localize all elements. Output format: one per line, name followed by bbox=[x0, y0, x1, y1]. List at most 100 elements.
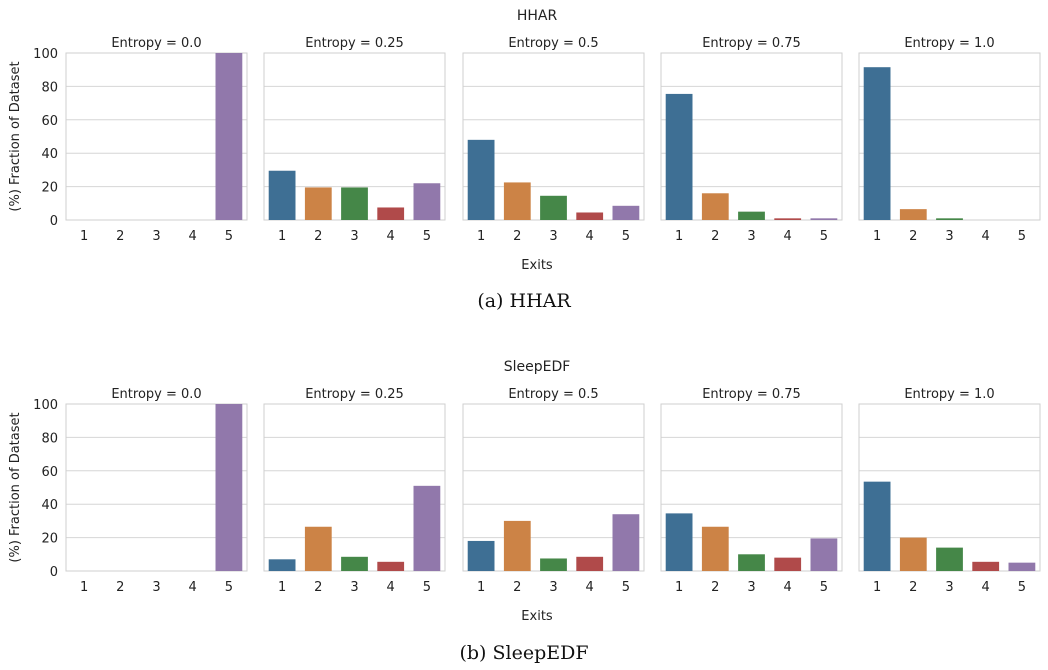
x-axis-label: Exits bbox=[521, 258, 553, 273]
x-tick-label: 1 bbox=[477, 580, 485, 595]
x-tick-label: 2 bbox=[513, 229, 521, 244]
x-tick-label: 2 bbox=[909, 580, 917, 595]
chart-suptitle: SleepEDF bbox=[504, 359, 571, 375]
y-tick-label: 0 bbox=[50, 214, 58, 229]
x-tick-label: 4 bbox=[784, 229, 792, 244]
x-tick-label: 3 bbox=[350, 580, 358, 595]
x-axis-label: Exits bbox=[521, 609, 553, 624]
x-tick-label: 4 bbox=[387, 229, 395, 244]
x-tick-label: 4 bbox=[189, 580, 197, 595]
x-tick-label: 2 bbox=[513, 580, 521, 595]
x-tick-label: 5 bbox=[225, 229, 233, 244]
x-tick-label: 5 bbox=[820, 580, 828, 595]
chart-sleepedf: SleepEDF (%) Fraction of Dataset Exits Entr… bbox=[8, 359, 1041, 624]
x-tick-label: 2 bbox=[314, 580, 322, 595]
bar-exit-2 bbox=[899, 209, 927, 220]
panel-4: Entropy = 0.75 1 2 3 4 5 bbox=[660, 36, 843, 244]
bar-exit-1 bbox=[268, 170, 296, 220]
panel-title: Entropy = 0.0 bbox=[111, 387, 201, 402]
bar-exit-2 bbox=[701, 193, 729, 220]
x-tick-label: 3 bbox=[945, 580, 953, 595]
x-tick-label: 1 bbox=[873, 229, 881, 244]
panel-2: Entropy = 0.25 1 2 3 4 5 bbox=[263, 387, 446, 595]
bar-exit-1 bbox=[665, 93, 693, 220]
panel-5: Entropy = 1.0 1 2 3 4 5 bbox=[858, 36, 1041, 244]
x-tick-label: 1 bbox=[278, 229, 286, 244]
bar-exit-1 bbox=[467, 139, 495, 220]
x-tick-label: 2 bbox=[116, 229, 124, 244]
panel-3: Entropy = 0.5 1 2 3 4 5 bbox=[462, 387, 645, 595]
bar-exit-3 bbox=[738, 554, 765, 571]
bar-exit-2 bbox=[304, 187, 332, 220]
x-tick-label: 3 bbox=[747, 580, 755, 595]
bar-exit-5 bbox=[215, 404, 243, 571]
y-tick-label: 20 bbox=[41, 532, 58, 547]
bar-exit-1 bbox=[665, 513, 693, 571]
x-tick-label: 3 bbox=[152, 580, 160, 595]
x-tick-label: 3 bbox=[350, 229, 358, 244]
panel-frame bbox=[65, 52, 248, 221]
bar-exit-3 bbox=[936, 547, 963, 571]
x-tick-label: 2 bbox=[711, 229, 719, 244]
x-tick-label: 1 bbox=[477, 229, 485, 244]
x-tick-label: 5 bbox=[423, 580, 431, 595]
x-tick-label: 4 bbox=[586, 580, 594, 595]
panel-title: Entropy = 1.0 bbox=[904, 387, 994, 402]
bar-exit-2 bbox=[503, 182, 531, 220]
panel-title: Entropy = 0.0 bbox=[111, 36, 201, 51]
panel-1: Entropy = 0.0 0 20 40 60 80 100 1 2 3 4 5 bbox=[33, 387, 248, 595]
bar-exit-4 bbox=[972, 561, 1000, 571]
panel-1: Entropy = 0.0 0 20 40 60 80 100 1 2 3 4 5 bbox=[33, 36, 248, 244]
panel-2: Entropy = 0.25 1 2 3 4 5 bbox=[263, 36, 446, 244]
x-tick-label: 1 bbox=[278, 580, 286, 595]
bar-exit-4 bbox=[377, 207, 405, 220]
x-tick-label: 1 bbox=[873, 580, 881, 595]
bar-exit-5 bbox=[1008, 562, 1036, 571]
x-tick-label: 3 bbox=[549, 580, 557, 595]
x-tick-label: 5 bbox=[820, 229, 828, 244]
bar-exit-3 bbox=[936, 218, 963, 220]
bar-exit-2 bbox=[503, 520, 531, 571]
y-tick-label: 100 bbox=[33, 47, 58, 62]
bar-exit-4 bbox=[774, 557, 802, 571]
y-tick-label: 80 bbox=[41, 431, 58, 446]
x-tick-label: 1 bbox=[80, 229, 88, 244]
x-tick-label: 2 bbox=[909, 229, 917, 244]
y-tick-label: 40 bbox=[41, 147, 58, 162]
x-tick-label: 4 bbox=[189, 229, 197, 244]
x-tick-label: 4 bbox=[784, 580, 792, 595]
bar-exit-1 bbox=[467, 540, 495, 571]
bar-exit-3 bbox=[341, 187, 368, 220]
y-tick-label: 80 bbox=[41, 80, 58, 95]
panel-title: Entropy = 0.75 bbox=[702, 36, 801, 51]
y-tick-label: 40 bbox=[41, 498, 58, 513]
x-tick-label: 3 bbox=[152, 229, 160, 244]
bar-exit-4 bbox=[774, 218, 802, 220]
bar-exit-4 bbox=[576, 556, 604, 571]
bar-exit-5 bbox=[612, 514, 640, 571]
x-tick-label: 5 bbox=[1018, 229, 1026, 244]
figure-caption-sleepedf: (b) SleepEDF bbox=[459, 642, 589, 664]
bar-exit-1 bbox=[863, 481, 891, 571]
y-axis-label: (%) Fraction of Dataset bbox=[8, 412, 23, 562]
y-tick-label: 20 bbox=[41, 181, 58, 196]
bar-exit-5 bbox=[612, 205, 640, 220]
x-tick-label: 1 bbox=[675, 229, 683, 244]
bar-exit-4 bbox=[576, 212, 604, 220]
bar-exit-5 bbox=[810, 218, 838, 220]
x-tick-label: 2 bbox=[314, 229, 322, 244]
bar-exit-3 bbox=[341, 556, 368, 571]
bar-exit-5 bbox=[413, 183, 441, 220]
panel-4: Entropy = 0.75 1 2 3 4 5 bbox=[660, 387, 843, 595]
y-tick-label: 60 bbox=[41, 465, 58, 480]
x-tick-label: 1 bbox=[80, 580, 88, 595]
chart-suptitle: HHAR bbox=[517, 8, 558, 24]
bar-exit-5 bbox=[215, 53, 243, 220]
x-tick-label: 3 bbox=[945, 229, 953, 244]
x-tick-label: 4 bbox=[387, 580, 395, 595]
x-tick-label: 1 bbox=[675, 580, 683, 595]
chart-hhar: HHAR (%) Fraction of Dataset Exits Entropy … bbox=[8, 8, 1041, 273]
panel-frame bbox=[65, 403, 248, 572]
y-tick-label: 0 bbox=[50, 565, 58, 580]
